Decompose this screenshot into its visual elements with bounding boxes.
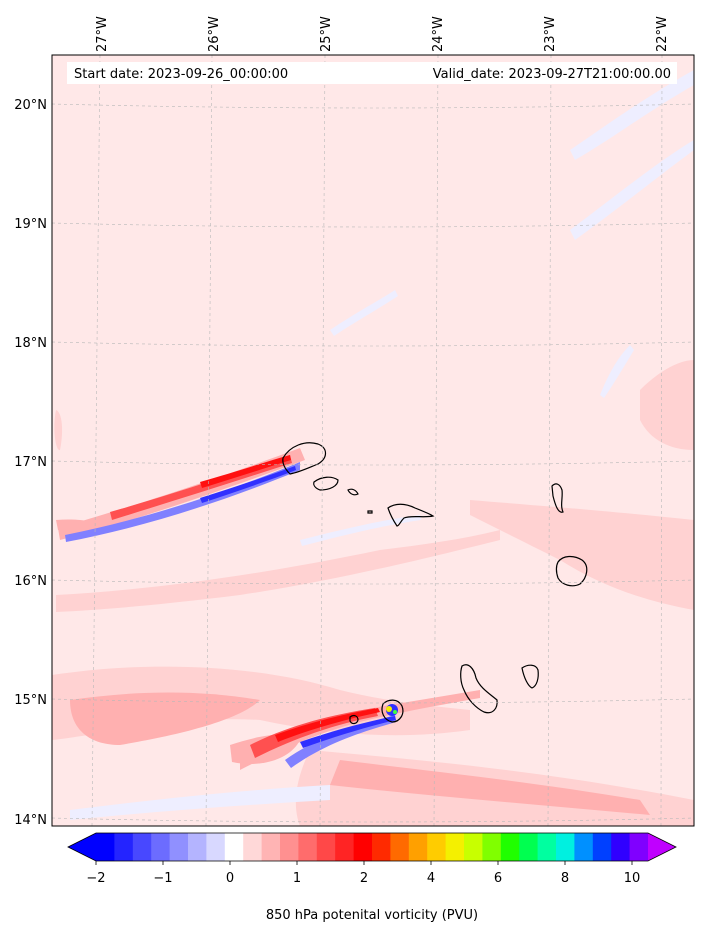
map-panel: [52, 55, 694, 826]
pv-light-blue-streaks: [70, 70, 694, 820]
colorbar-extend-high: [648, 833, 676, 861]
island-sao-vicente: [313, 476, 339, 491]
colorbar-cell: [408, 833, 428, 861]
colorbar-cell: [261, 833, 281, 861]
island-sao-nicolau: [387, 503, 435, 527]
colorbar-cell: [96, 833, 115, 861]
island-boa-vista: [555, 555, 588, 587]
start-date-text: Start date: 2023-09-26_00:00:00: [74, 67, 288, 82]
island-santo-antao: [282, 442, 327, 475]
lon-label: 26°W: [207, 16, 222, 52]
valid-date-text: Valid_date: 2023-09-27T21:00:00.00: [433, 67, 671, 82]
lat-label: 20°N: [14, 98, 47, 113]
colorbar-tick-labels: −2 −1 0 1 2 4 6 8 10 14: [86, 871, 640, 886]
colorbar-cell: [556, 833, 575, 861]
island-maio: [521, 664, 539, 689]
colorbar-cell: [224, 833, 244, 861]
colorbar-cell: [500, 833, 520, 861]
colorbar-cell: [519, 833, 538, 861]
colorbar-cell: [611, 833, 630, 861]
colorbar-cell: [316, 833, 336, 861]
coastlines: [282, 442, 588, 725]
map-frame: [51, 54, 695, 827]
colorbar-tick-label: 6: [494, 871, 502, 886]
latitude-labels: 20°N 19°N 18°N 17°N 16°N 15°N 14°N: [14, 98, 47, 828]
lon-label: 23°W: [543, 16, 558, 52]
colorbar-cell: [372, 833, 391, 861]
lat-label: 16°N: [14, 574, 47, 589]
island-sal: [551, 483, 564, 513]
colorbar-cell: [188, 833, 207, 861]
pv-streak-south: [240, 690, 480, 770]
colorbar-cell: [574, 833, 594, 861]
colorbar-cell: [482, 833, 502, 861]
island-brava: [349, 714, 359, 725]
colorbar-tick-label: −2: [86, 871, 105, 886]
colorbar-tick-label: 8: [561, 871, 569, 886]
colorbar-cell: [132, 833, 152, 861]
colorbar-cells: [96, 833, 649, 861]
colorbar-cell: [114, 833, 134, 861]
colorbar-extend-low: [68, 833, 96, 861]
lat-label: 14°N: [14, 813, 47, 828]
colorbar-ticks: [95, 861, 633, 865]
header-box: [67, 62, 677, 84]
lon-label: 22°W: [655, 16, 670, 52]
colorbar-cell: [629, 833, 649, 861]
colorbar-cell: [353, 833, 373, 861]
colorbar-cell: [298, 833, 318, 861]
colorbar-cell: [280, 833, 299, 861]
lon-label: 27°W: [95, 16, 110, 52]
island-santiago: [460, 664, 498, 714]
lat-label: 15°N: [14, 693, 47, 708]
colorbar-cell: [335, 833, 354, 861]
colorbar-cell: [151, 833, 170, 861]
lat-label: 19°N: [14, 217, 47, 232]
pv-streak-north: [58, 448, 305, 542]
colorbar-label: 850 hPa potenital vorticity (PVU): [266, 908, 478, 923]
island-fogo: [381, 699, 404, 723]
island-santa-luzia: [347, 488, 359, 496]
colorbar-cell: [206, 833, 226, 861]
colorbar-cell: [537, 833, 557, 861]
colorbar-cell: [445, 833, 465, 861]
colorbar-cell: [390, 833, 410, 861]
gridlines: [52, 55, 694, 826]
colorbar-cell: [169, 833, 189, 861]
colorbar-cell: [243, 833, 262, 861]
longitude-labels: 27°W 26°W 25°W 24°W 23°W 22°W: [95, 16, 670, 52]
lon-label: 25°W: [319, 16, 334, 52]
colorbar-tick-label: 2: [360, 871, 368, 886]
colorbar-tick-label: 1: [293, 871, 301, 886]
lat-label: 17°N: [14, 455, 47, 470]
colorbar-cell: [464, 833, 483, 861]
lat-label: 18°N: [14, 336, 47, 351]
colorbar-cell: [592, 833, 612, 861]
colorbar-tick-label: 10: [624, 871, 641, 886]
island-raso: [367, 510, 373, 514]
colorbar: −2 −1 0 1 2 4 6 8 10 14 850 hPa potenita…: [67, 832, 677, 923]
colorbar-tick-label: 4: [427, 871, 435, 886]
colorbar-tick-label: −1: [153, 871, 172, 886]
colorbar-cell: [427, 833, 446, 861]
lon-label: 24°W: [431, 16, 446, 52]
colorbar-tick-label: 0: [226, 871, 234, 886]
